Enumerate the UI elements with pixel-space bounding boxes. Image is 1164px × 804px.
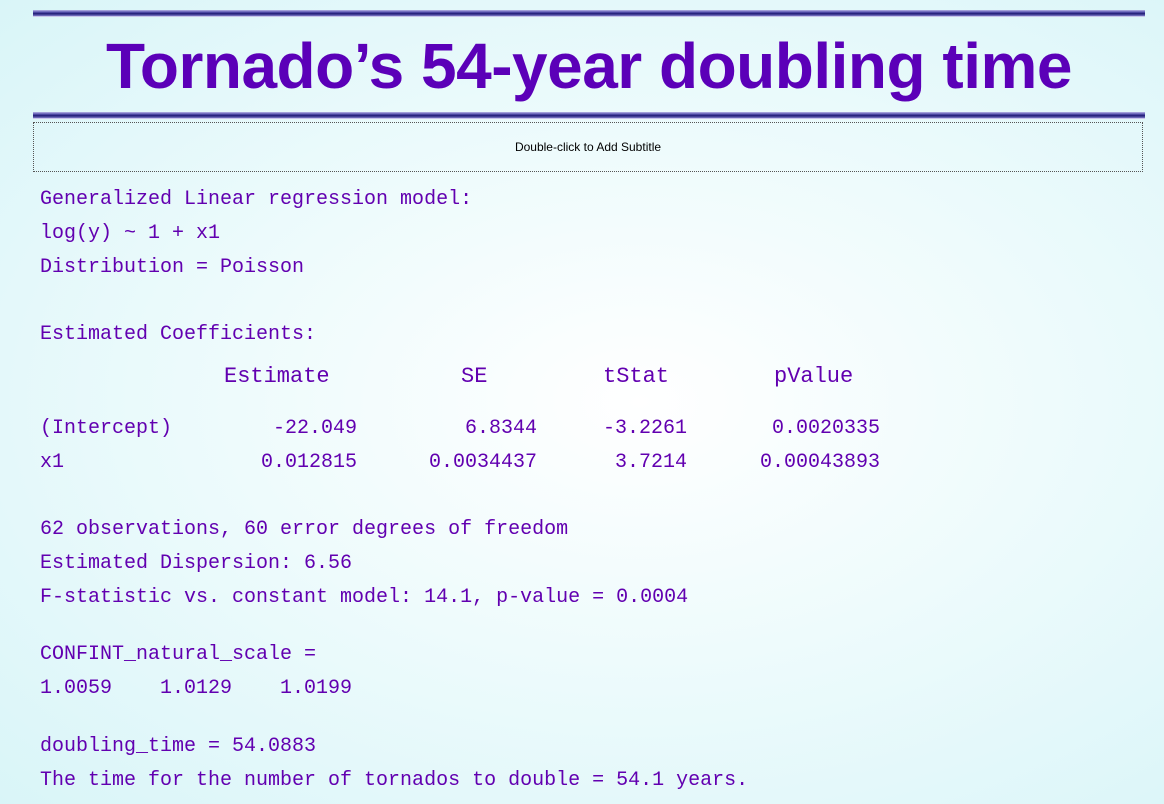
header-estimate: Estimate (224, 364, 330, 389)
row-pvalue: 0.0020335 (771, 417, 880, 440)
row-se: 6.8344 (464, 417, 537, 440)
row-name: (Intercept) (40, 417, 173, 440)
row-se: 0.0034437 (428, 451, 537, 474)
header-se: SE (461, 364, 488, 389)
model-line-3: Distribution = Poisson (40, 256, 305, 279)
table-row: (Intercept) -22.049 6.8344 -3.2261 0.002… (0, 412, 1164, 446)
coef-table-header: Estimate SE tStat pValue (0, 362, 1164, 392)
title-rule-top (33, 10, 1145, 17)
header-tstat: tStat (603, 364, 670, 389)
conclusion-line: The time for the number of tornados to d… (40, 769, 749, 792)
row-tstat: -3.2261 (602, 417, 687, 440)
row-tstat: 3.7214 (614, 451, 687, 474)
row-name: x1 (40, 451, 65, 474)
row-pvalue: 0.00043893 (759, 451, 880, 474)
model-line-1: Generalized Linear regression model: (40, 188, 473, 211)
table-row: x1 0.012815 0.0034437 3.7214 0.00043893 (0, 446, 1164, 480)
doubling-time-line: doubling_time = 54.0883 (40, 735, 317, 758)
header-pvalue: pValue (774, 364, 854, 389)
confint-values: 1.0059 1.0129 1.0199 (40, 677, 353, 700)
confint-label: CONFINT_natural_scale = (40, 643, 317, 666)
title-rule-bottom (33, 112, 1145, 119)
subtitle-placeholder-text: Double-click to Add Subtitle (514, 140, 662, 154)
stats-line-3: F-statistic vs. constant model: 14.1, p-… (40, 586, 689, 609)
coefficients-heading: Estimated Coefficients: (40, 323, 317, 346)
stats-line-1: 62 observations, 60 error degrees of fre… (40, 518, 569, 541)
slide-title[interactable]: Tornado’s 54-year doubling time (106, 30, 1072, 102)
model-line-2: log(y) ~ 1 + x1 (40, 222, 221, 245)
stats-line-2: Estimated Dispersion: 6.56 (40, 552, 353, 575)
row-estimate: -22.049 (272, 417, 357, 440)
row-estimate: 0.012815 (260, 451, 357, 474)
subtitle-placeholder[interactable]: Double-click to Add Subtitle (33, 122, 1143, 172)
